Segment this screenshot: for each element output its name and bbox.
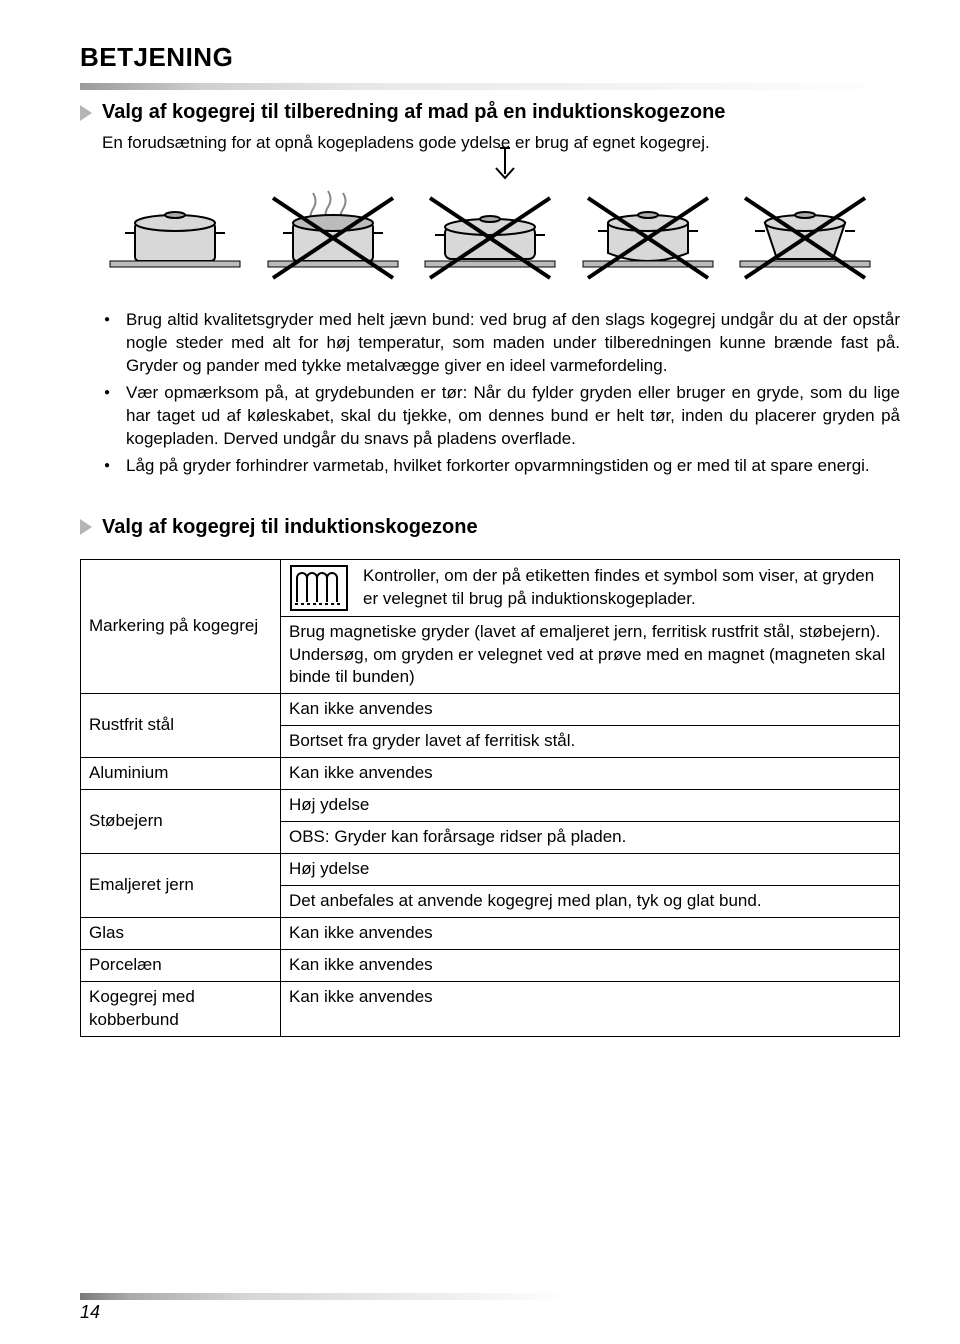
- materials-table: Markering på kogegrej Kontroller, om d: [80, 559, 900, 1037]
- induction-coil-icon: [289, 564, 349, 612]
- section-title-2: Valg af kogegrej til induktionskogezone: [102, 514, 478, 541]
- pots-illustration-row: [100, 173, 880, 283]
- section-title-1: Valg af kogegrej til tilberedning af mad…: [102, 99, 725, 126]
- pot-crossed-4: [573, 183, 723, 283]
- cell-value: Kan ikke anvendes: [281, 694, 900, 726]
- pot-crossed-3: [415, 183, 565, 283]
- section-heading-2: Valg af kogegrej til induktionskogezone: [80, 514, 900, 541]
- cell-value: Kan ikke anvendes: [281, 917, 900, 949]
- cell-value: Høj ydelse: [281, 790, 900, 822]
- arrow-down-icon: [490, 146, 520, 186]
- table-row: Støbejern Høj ydelse: [81, 790, 900, 822]
- cell-label: Støbejern: [81, 790, 281, 854]
- cell-value: Høj ydelse: [281, 854, 900, 886]
- table-row: Porcelæn Kan ikke anvendes: [81, 949, 900, 981]
- triangle-right-icon: [80, 519, 92, 535]
- table-row: Glas Kan ikke anvendes: [81, 917, 900, 949]
- cell-value: Kontroller, om der på etiketten findes e…: [281, 559, 900, 616]
- cell-value: Kan ikke anvendes: [281, 758, 900, 790]
- cell-value: Det anbefales at anvende kogegrej med pl…: [281, 886, 900, 918]
- pot-crossed-5: [730, 183, 880, 283]
- bullet-item: Låg på gryder forhindrer varmetab, hvilk…: [100, 455, 900, 478]
- cell-text: Kontroller, om der på etiketten findes e…: [363, 565, 891, 611]
- cell-label: Porcelæn: [81, 949, 281, 981]
- page-title: BETJENING: [80, 40, 900, 75]
- pot-ok: [100, 183, 250, 283]
- table-row: Rustfrit stål Kan ikke anvendes: [81, 694, 900, 726]
- triangle-right-icon: [80, 105, 92, 121]
- cell-value: Bortset fra gryder lavet af ferritisk st…: [281, 726, 900, 758]
- table-row: Markering på kogegrej Kontroller, om d: [81, 559, 900, 616]
- page-number: 14: [80, 1300, 100, 1324]
- bullet-item: Vær opmærksom på, at grydebunden er tør:…: [100, 382, 900, 451]
- pot-crossed-steam: [258, 183, 408, 283]
- bullet-list: Brug altid kvalitetsgryder med helt jævn…: [100, 309, 900, 478]
- table-row: Aluminium Kan ikke anvendes: [81, 758, 900, 790]
- table-row: Kogegrej med kobberbund Kan ikke anvende…: [81, 981, 900, 1036]
- footer-gradient: [80, 1293, 900, 1300]
- cell-label: Rustfrit stål: [81, 694, 281, 758]
- cell-label: Kogegrej med kobberbund: [81, 981, 281, 1036]
- bullet-item: Brug altid kvalitetsgryder med helt jævn…: [100, 309, 900, 378]
- cell-label: Markering på kogegrej: [81, 559, 281, 694]
- cell-value: Kan ikke anvendes: [281, 949, 900, 981]
- cell-value: OBS: Gryder kan forårsage ridser på plad…: [281, 822, 900, 854]
- cell-label: Aluminium: [81, 758, 281, 790]
- table-row: Emaljeret jern Høj ydelse: [81, 854, 900, 886]
- cell-value: Kan ikke anvendes: [281, 981, 900, 1036]
- cell-value: Brug magnetiske gryder (lavet af emaljer…: [281, 616, 900, 694]
- cell-label: Emaljeret jern: [81, 854, 281, 918]
- gradient-divider: [80, 81, 900, 91]
- cell-label: Glas: [81, 917, 281, 949]
- section-heading-1: Valg af kogegrej til tilberedning af mad…: [80, 99, 900, 126]
